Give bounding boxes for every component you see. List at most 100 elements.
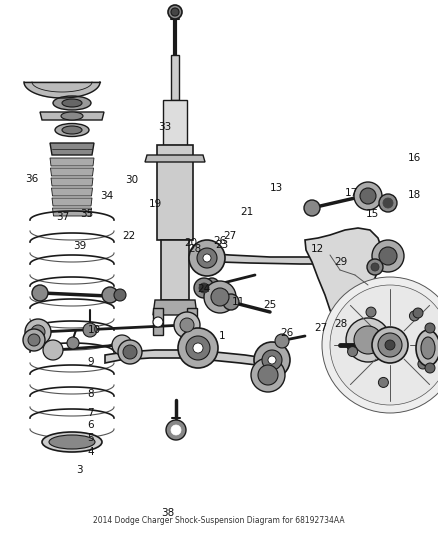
Polygon shape bbox=[52, 188, 92, 196]
Text: 30: 30 bbox=[125, 175, 138, 184]
Text: 28: 28 bbox=[334, 319, 347, 329]
Text: 20: 20 bbox=[184, 238, 197, 247]
Polygon shape bbox=[153, 308, 163, 335]
Polygon shape bbox=[305, 228, 382, 370]
Text: 33: 33 bbox=[159, 122, 172, 132]
Circle shape bbox=[379, 194, 397, 212]
Text: 11: 11 bbox=[232, 297, 245, 307]
Text: 34: 34 bbox=[100, 191, 113, 201]
Polygon shape bbox=[24, 82, 100, 98]
Circle shape bbox=[211, 288, 229, 306]
Text: 19: 19 bbox=[149, 199, 162, 208]
Polygon shape bbox=[51, 178, 93, 186]
Circle shape bbox=[268, 356, 276, 364]
Circle shape bbox=[262, 350, 282, 370]
Polygon shape bbox=[200, 253, 390, 264]
Circle shape bbox=[180, 318, 194, 332]
Ellipse shape bbox=[53, 96, 91, 110]
Text: 26: 26 bbox=[214, 236, 227, 246]
Circle shape bbox=[371, 263, 379, 271]
Circle shape bbox=[410, 311, 420, 321]
Circle shape bbox=[193, 343, 203, 353]
Circle shape bbox=[187, 317, 197, 327]
Text: 38: 38 bbox=[161, 508, 174, 518]
Polygon shape bbox=[153, 300, 197, 315]
Circle shape bbox=[205, 278, 219, 292]
Circle shape bbox=[171, 425, 181, 435]
Text: 23: 23 bbox=[215, 240, 229, 250]
Circle shape bbox=[43, 340, 63, 360]
Text: 9: 9 bbox=[88, 358, 94, 367]
Circle shape bbox=[366, 307, 376, 317]
Polygon shape bbox=[53, 208, 92, 216]
Text: 35: 35 bbox=[80, 209, 93, 219]
Polygon shape bbox=[171, 55, 179, 100]
Text: 26: 26 bbox=[280, 328, 293, 338]
Text: 16: 16 bbox=[407, 154, 420, 163]
Ellipse shape bbox=[49, 435, 95, 449]
Circle shape bbox=[31, 325, 45, 339]
Circle shape bbox=[23, 329, 45, 351]
Circle shape bbox=[322, 277, 438, 413]
Circle shape bbox=[189, 240, 225, 276]
Text: 27: 27 bbox=[314, 323, 328, 333]
Circle shape bbox=[330, 285, 438, 405]
Circle shape bbox=[67, 337, 79, 349]
Polygon shape bbox=[187, 308, 197, 335]
Polygon shape bbox=[50, 168, 93, 176]
Circle shape bbox=[372, 240, 404, 272]
Circle shape bbox=[28, 334, 40, 346]
Circle shape bbox=[174, 312, 200, 338]
Text: 7: 7 bbox=[88, 408, 94, 418]
Text: 8: 8 bbox=[88, 390, 94, 399]
Circle shape bbox=[413, 308, 423, 318]
Polygon shape bbox=[163, 100, 187, 145]
Circle shape bbox=[385, 340, 395, 350]
Circle shape bbox=[383, 198, 393, 208]
Circle shape bbox=[348, 346, 357, 357]
Circle shape bbox=[197, 248, 217, 268]
Circle shape bbox=[346, 318, 390, 362]
Text: 28: 28 bbox=[188, 245, 201, 254]
Polygon shape bbox=[161, 240, 189, 300]
Polygon shape bbox=[50, 143, 94, 155]
Polygon shape bbox=[40, 112, 104, 120]
Circle shape bbox=[203, 254, 211, 262]
Text: 13: 13 bbox=[269, 183, 283, 192]
Circle shape bbox=[166, 420, 186, 440]
Circle shape bbox=[354, 326, 382, 354]
Text: 27: 27 bbox=[223, 231, 237, 241]
Text: 29: 29 bbox=[334, 257, 347, 267]
Ellipse shape bbox=[416, 330, 438, 366]
Text: 10: 10 bbox=[88, 326, 101, 335]
Circle shape bbox=[378, 333, 402, 357]
Circle shape bbox=[372, 327, 408, 363]
Circle shape bbox=[360, 188, 376, 204]
Text: 25: 25 bbox=[263, 300, 276, 310]
Ellipse shape bbox=[421, 337, 435, 359]
Circle shape bbox=[194, 278, 214, 298]
Ellipse shape bbox=[61, 112, 83, 120]
Text: 24: 24 bbox=[197, 285, 210, 294]
Text: 37: 37 bbox=[56, 213, 69, 222]
Circle shape bbox=[258, 365, 278, 385]
Circle shape bbox=[223, 294, 239, 310]
Circle shape bbox=[418, 359, 428, 369]
Text: 21: 21 bbox=[240, 207, 253, 217]
Circle shape bbox=[25, 319, 51, 345]
Circle shape bbox=[32, 285, 48, 301]
Circle shape bbox=[251, 358, 285, 392]
Circle shape bbox=[425, 323, 435, 333]
Polygon shape bbox=[52, 198, 92, 206]
Circle shape bbox=[83, 323, 97, 337]
Text: 4: 4 bbox=[88, 447, 94, 457]
Text: 2014 Dodge Charger Shock-Suspension Diagram for 68192734AA: 2014 Dodge Charger Shock-Suspension Diag… bbox=[93, 516, 345, 525]
Circle shape bbox=[123, 345, 137, 359]
Text: 5: 5 bbox=[88, 433, 94, 443]
Ellipse shape bbox=[42, 432, 102, 452]
Circle shape bbox=[168, 5, 182, 19]
Circle shape bbox=[378, 377, 389, 387]
Text: 17: 17 bbox=[345, 189, 358, 198]
Polygon shape bbox=[157, 145, 193, 240]
Circle shape bbox=[425, 363, 435, 373]
